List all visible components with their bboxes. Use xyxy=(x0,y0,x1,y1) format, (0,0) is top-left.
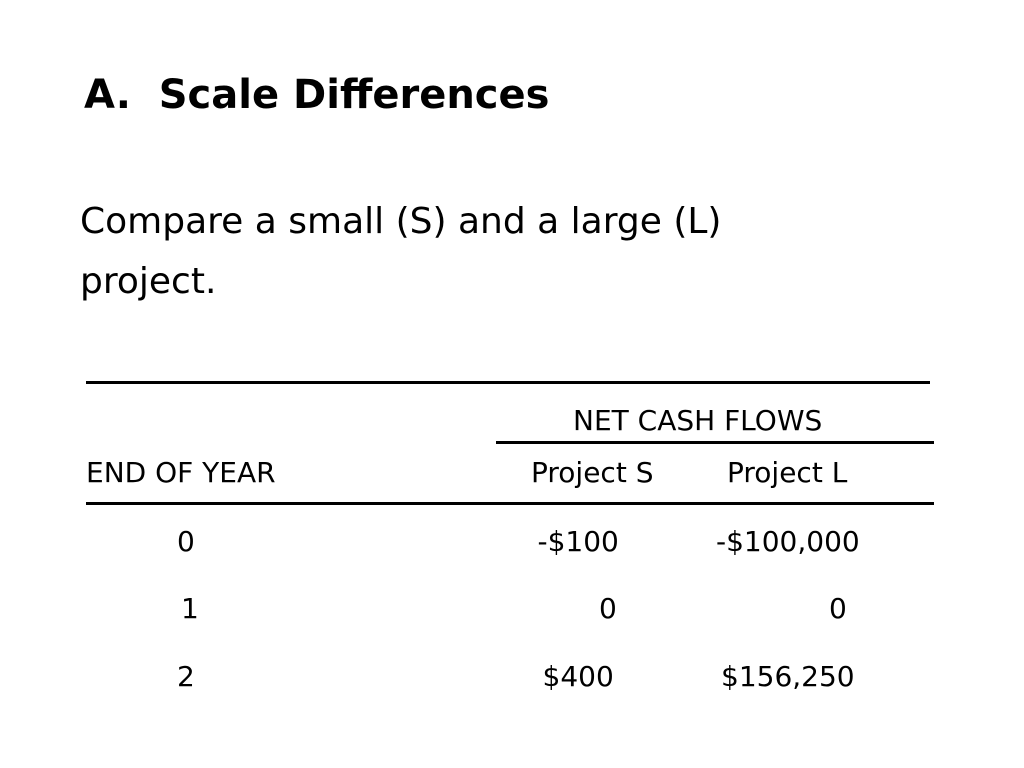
table-cell: $400 xyxy=(542,660,614,693)
header-cell: END OF YEAR xyxy=(86,456,276,489)
group-rule xyxy=(496,441,934,444)
group-header: NET CASH FLOWS xyxy=(573,404,823,437)
body-text: Compare a small (S) and a large (L) proj… xyxy=(80,201,722,302)
table-cell: $156,250 xyxy=(721,660,855,693)
table-cell: -$100 xyxy=(537,525,619,558)
header-cell: Project L xyxy=(727,456,848,489)
header-cell: Project S xyxy=(531,456,654,489)
table-cell: 0 xyxy=(599,592,617,625)
table-cell: 2 xyxy=(177,660,195,693)
top-rule xyxy=(86,381,930,384)
title: A. Scale Differences xyxy=(84,72,550,118)
table-cell: 0 xyxy=(177,525,195,558)
table-cell: 0 xyxy=(829,592,847,625)
table-cell: 1 xyxy=(181,592,199,625)
header-rule xyxy=(86,502,934,505)
table-cell: -$100,000 xyxy=(716,525,860,558)
